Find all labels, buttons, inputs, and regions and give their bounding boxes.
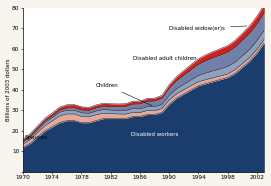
Text: Children: Children xyxy=(96,83,152,106)
Text: Spouses: Spouses xyxy=(24,134,47,141)
Text: Disabled workers: Disabled workers xyxy=(131,132,178,137)
Text: Disabled adult children: Disabled adult children xyxy=(133,56,198,64)
Text: Disabled widow(er)s: Disabled widow(er)s xyxy=(169,26,247,31)
Y-axis label: Billions of 2003 dollars: Billions of 2003 dollars xyxy=(6,59,11,121)
